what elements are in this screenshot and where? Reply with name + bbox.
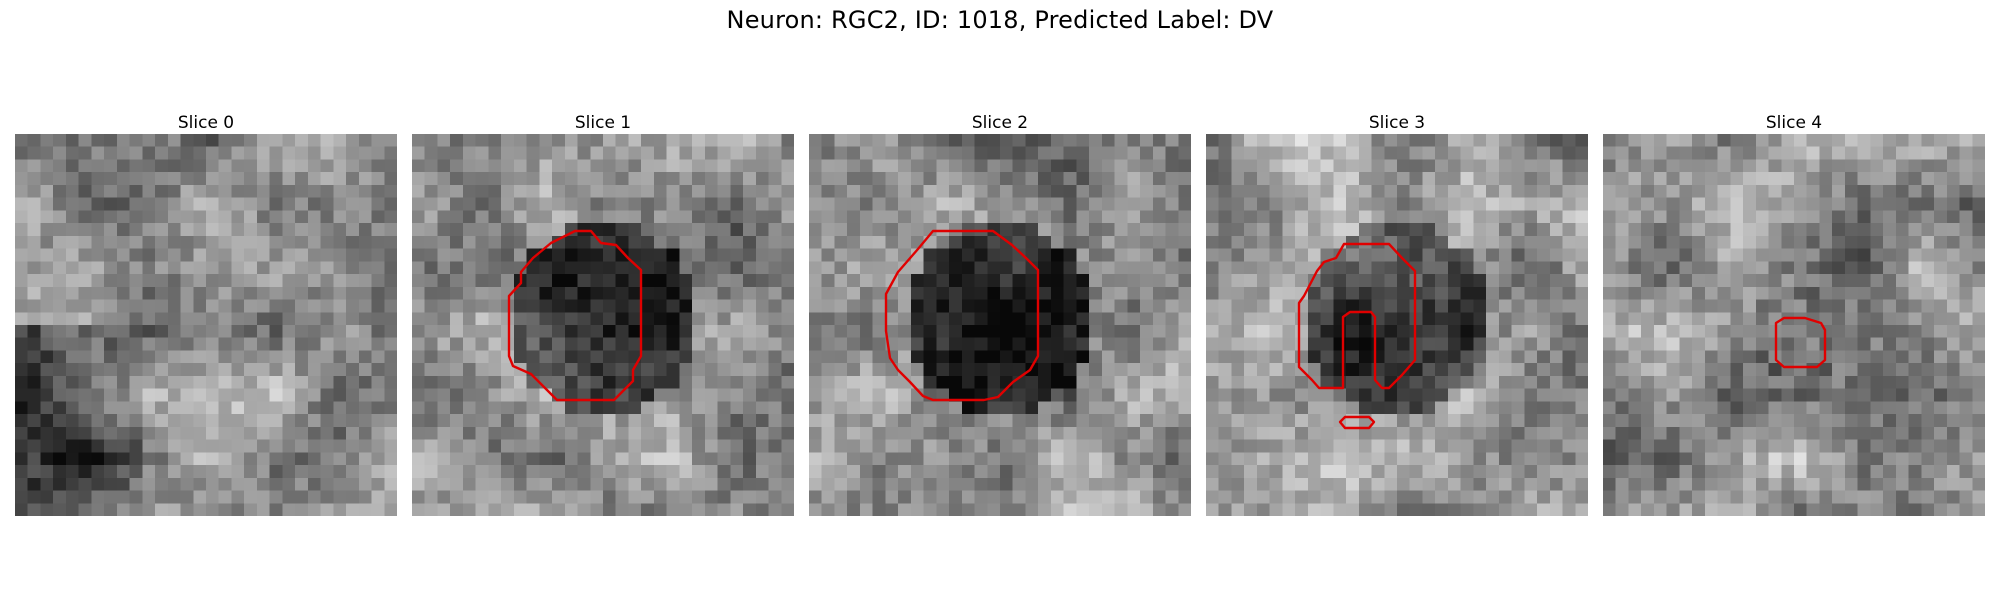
- slice-title: Slice 1: [574, 113, 632, 133]
- slice-image-canvas: [1603, 134, 1985, 516]
- slice-panel-3: Slice 3: [1206, 112, 1588, 516]
- slice-panel-4: Slice 4: [1603, 112, 1985, 516]
- slice-image: [412, 134, 794, 516]
- slice-image: [1603, 134, 1985, 516]
- segmentation-contour: [507, 229, 643, 402]
- figure-title: Neuron: RGC2, ID: 1018, Predicted Label:…: [726, 6, 1274, 34]
- segmentation-contour: [1774, 316, 1827, 369]
- slice-image-canvas: [1206, 134, 1588, 516]
- slice-title: Slice 2: [971, 113, 1029, 133]
- segmentation-contour: [1297, 242, 1417, 430]
- slice-title: Slice 0: [177, 113, 235, 133]
- slice-image-canvas: [809, 134, 1191, 516]
- slice-image: [1206, 134, 1588, 516]
- slice-panel-2: Slice 2: [809, 112, 1191, 516]
- slice-image-canvas: [412, 134, 794, 516]
- slice-title: Slice 4: [1765, 113, 1823, 133]
- slice-panel-0: Slice 0: [15, 112, 397, 516]
- slice-title: Slice 3: [1368, 113, 1426, 133]
- slice-panel-1: Slice 1: [412, 112, 794, 516]
- segmentation-contour: [884, 229, 1040, 402]
- slice-image-canvas: [15, 134, 397, 516]
- slice-image: [15, 134, 397, 516]
- slice-image: [809, 134, 1191, 516]
